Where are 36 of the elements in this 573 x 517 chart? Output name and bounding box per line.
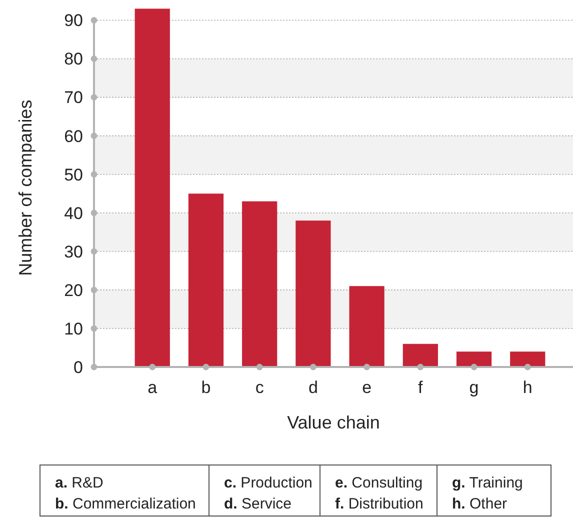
- y-tick-label: 0: [74, 358, 83, 377]
- y-tick-label: 90: [64, 11, 83, 30]
- bar: [296, 220, 331, 367]
- y-axis-title: Number of companies: [15, 100, 36, 276]
- y-tick-label: 50: [64, 165, 83, 184]
- bar: [510, 352, 546, 367]
- bar: [402, 344, 438, 367]
- y-tick-label: 20: [64, 280, 83, 300]
- x-axis-title: Value chain: [287, 412, 380, 432]
- text: d. Service: [224, 495, 292, 512]
- y-tick-label: 10: [64, 319, 83, 338]
- bar: [349, 286, 384, 367]
- x-tick-label: b: [201, 378, 211, 397]
- y-tick-label: 70: [64, 88, 83, 108]
- x-tick-label: g: [469, 378, 479, 397]
- x-tick-label: f: [418, 378, 424, 397]
- y-tick-label: 30: [64, 242, 83, 262]
- text: b. Commercialization: [55, 495, 196, 512]
- x-tick-label: h: [522, 378, 532, 397]
- y-tick-label: 80: [64, 50, 83, 69]
- text: a. R&D: [55, 474, 104, 492]
- text: e. Consulting: [335, 474, 423, 492]
- bar: [134, 8, 170, 367]
- x-tick-label: e: [362, 378, 372, 397]
- text: f. Distribution: [335, 495, 424, 512]
- x-tick-label: d: [308, 378, 318, 397]
- x-tick-label: a: [148, 378, 158, 397]
- y-tick-label: 40: [64, 204, 83, 223]
- text: g. Training: [452, 474, 523, 492]
- text: h. Other: [452, 495, 508, 512]
- bar: [188, 194, 224, 367]
- bar: [242, 201, 278, 367]
- y-tick-label: 60: [64, 126, 83, 146]
- bar: [456, 352, 492, 367]
- x-tick-label: c: [255, 378, 264, 397]
- text: c. Production: [224, 474, 312, 492]
